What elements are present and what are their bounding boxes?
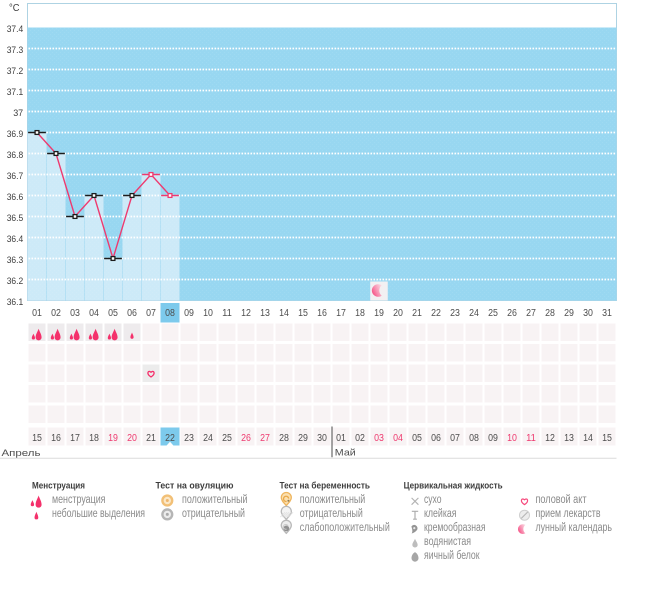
svg-text:37: 37	[13, 108, 23, 118]
svg-text:Май: Май	[335, 447, 356, 458]
svg-text:17: 17	[70, 433, 80, 444]
svg-text:Тест на беременность: Тест на беременность	[280, 481, 371, 492]
svg-text:04: 04	[89, 308, 99, 319]
svg-text:37.3: 37.3	[7, 45, 24, 55]
svg-text:24: 24	[469, 308, 479, 319]
svg-text:08: 08	[469, 433, 479, 444]
svg-text:слабоположительный: слабоположительный	[300, 522, 390, 534]
svg-text:36.9: 36.9	[7, 129, 24, 139]
svg-text:23: 23	[184, 433, 194, 444]
svg-text:03: 03	[70, 308, 80, 319]
svg-text:36.3: 36.3	[7, 255, 24, 265]
svg-text:клейкая: клейкая	[424, 508, 457, 520]
svg-text:лунный календарь: лунный календарь	[536, 522, 613, 534]
svg-text:положительный: положительный	[300, 494, 366, 506]
svg-text:сухо: сухо	[424, 494, 442, 506]
svg-text:22: 22	[431, 308, 441, 319]
svg-text:14: 14	[583, 433, 593, 444]
svg-text:36.1: 36.1	[7, 297, 24, 307]
svg-text:31: 31	[602, 308, 612, 319]
svg-text:04: 04	[393, 433, 403, 444]
svg-text:19: 19	[374, 308, 384, 319]
svg-text:09: 09	[488, 433, 498, 444]
svg-text:20: 20	[393, 308, 403, 319]
svg-text:29: 29	[298, 433, 308, 444]
svg-text:10: 10	[203, 308, 213, 319]
svg-text:30: 30	[317, 433, 327, 444]
svg-text:21: 21	[412, 308, 422, 319]
svg-text:13: 13	[564, 433, 574, 444]
svg-text:17: 17	[336, 308, 346, 319]
svg-text:37.2: 37.2	[7, 66, 24, 76]
svg-text:°C: °C	[9, 2, 20, 14]
svg-text:25: 25	[222, 433, 232, 444]
svg-text:менструация: менструация	[52, 494, 106, 506]
svg-text:09: 09	[184, 308, 194, 319]
svg-text:Менструация: Менструация	[32, 481, 85, 492]
svg-text:36.6: 36.6	[7, 192, 24, 202]
svg-text:положительный: положительный	[182, 494, 248, 506]
svg-text:13: 13	[260, 308, 270, 319]
svg-text:Тест на овуляцию: Тест на овуляцию	[156, 481, 234, 492]
svg-text:28: 28	[279, 433, 289, 444]
svg-text:10: 10	[507, 433, 517, 444]
svg-text:36.5: 36.5	[7, 213, 24, 223]
svg-text:27: 27	[260, 433, 270, 444]
svg-text:22: 22	[165, 433, 175, 444]
svg-text:16: 16	[317, 308, 327, 319]
svg-text:28: 28	[545, 308, 555, 319]
svg-text:11: 11	[526, 433, 536, 444]
svg-text:15: 15	[298, 308, 308, 319]
svg-text:отрицательный: отрицательный	[300, 508, 363, 520]
svg-text:01: 01	[32, 308, 42, 319]
svg-text:Апрель: Апрель	[2, 448, 41, 459]
svg-text:36.4: 36.4	[7, 234, 24, 244]
svg-text:прием лекарств: прием лекарств	[536, 508, 601, 520]
svg-text:05: 05	[108, 308, 118, 319]
svg-text:14: 14	[279, 308, 289, 319]
svg-text:26: 26	[241, 433, 251, 444]
svg-text:12: 12	[241, 308, 251, 319]
svg-text:07: 07	[146, 308, 156, 319]
svg-text:26: 26	[507, 308, 517, 319]
svg-text:06: 06	[431, 433, 441, 444]
svg-text:12: 12	[545, 433, 555, 444]
svg-text:36.7: 36.7	[7, 171, 24, 181]
svg-text:08: 08	[165, 308, 175, 319]
svg-text:21: 21	[146, 433, 156, 444]
svg-text:23: 23	[450, 308, 460, 319]
svg-text:03: 03	[374, 433, 384, 444]
svg-text:20: 20	[127, 433, 137, 444]
svg-text:11: 11	[222, 308, 232, 319]
svg-text:15: 15	[602, 433, 612, 444]
svg-text:02: 02	[51, 308, 61, 319]
svg-text:30: 30	[583, 308, 593, 319]
svg-text:19: 19	[108, 433, 118, 444]
svg-text:27: 27	[526, 308, 536, 319]
svg-text:16: 16	[51, 433, 61, 444]
svg-text:07: 07	[450, 433, 460, 444]
svg-text:24: 24	[203, 433, 213, 444]
svg-text:05: 05	[412, 433, 422, 444]
svg-text:01: 01	[336, 433, 346, 444]
svg-text:яичный белок: яичный белок	[424, 550, 480, 562]
svg-text:18: 18	[89, 433, 99, 444]
svg-text:36.8: 36.8	[7, 150, 24, 160]
svg-text:15: 15	[32, 433, 42, 444]
svg-text:06: 06	[127, 308, 137, 319]
svg-text:36.2: 36.2	[7, 276, 24, 286]
svg-text:25: 25	[488, 308, 498, 319]
svg-text:37.1: 37.1	[7, 87, 24, 97]
svg-text:37.4: 37.4	[7, 24, 24, 34]
svg-text:кремообразная: кремообразная	[424, 522, 486, 534]
svg-text:Цервикальная жидкость: Цервикальная жидкость	[404, 481, 503, 492]
svg-text:02: 02	[355, 433, 365, 444]
svg-text:отрицательный: отрицательный	[182, 508, 245, 520]
svg-text:половой акт: половой акт	[536, 494, 588, 506]
svg-text:небольшие выделения: небольшие выделения	[52, 508, 145, 520]
svg-text:18: 18	[355, 308, 365, 319]
svg-text:29: 29	[564, 308, 574, 319]
svg-text:водянистая: водянистая	[424, 536, 471, 548]
